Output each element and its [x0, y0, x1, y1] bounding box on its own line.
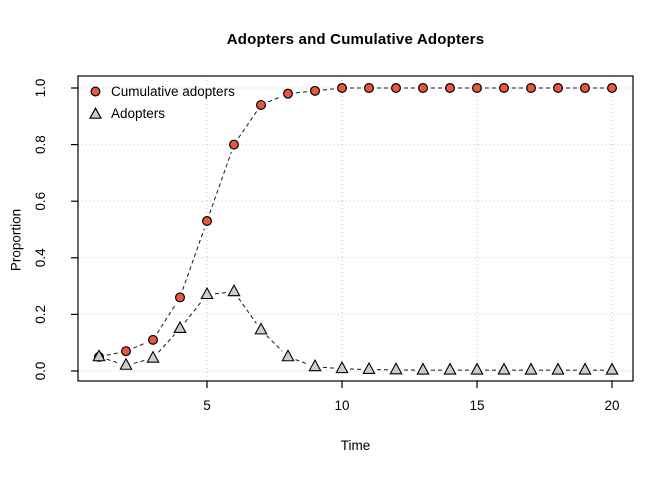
data-point-circle — [606, 82, 617, 93]
data-point-circle — [579, 82, 590, 93]
y-tick-label: 0.4 — [33, 248, 48, 267]
data-point-circle — [499, 82, 510, 93]
y-axis: 0.0 0.2 0.4 0.6 0.8 1.0 — [33, 79, 78, 381]
data-point-triangle — [443, 362, 457, 375]
data-point-circle — [337, 82, 348, 93]
x-tick-label: 20 — [604, 398, 619, 413]
data-point-circle — [418, 82, 429, 93]
data-point-triangle — [605, 362, 619, 375]
data-point-triangle — [227, 284, 241, 297]
data-point-triangle — [281, 349, 295, 362]
data-point-circle — [310, 85, 321, 96]
x-tick-label: 15 — [469, 398, 484, 413]
x-tick-label: 5 — [203, 398, 211, 413]
data-point-circle — [120, 346, 131, 357]
data-point-triangle — [254, 322, 268, 335]
data-point-circle — [391, 82, 402, 93]
y-axis-label: Proportion — [8, 208, 24, 272]
data-point-triangle — [470, 362, 484, 375]
data-point-triangle — [578, 362, 592, 375]
data-point-triangle — [389, 362, 403, 375]
data-point-triangle — [362, 361, 376, 375]
data-point-circle — [148, 334, 159, 345]
data-point-circle — [202, 216, 213, 227]
series-line-cumulative — [106, 87, 604, 356]
data-point-triangle — [416, 362, 430, 375]
y-tick-label: 0.6 — [33, 192, 48, 211]
data-point-triangle — [173, 320, 187, 334]
data-point-circle — [364, 82, 375, 93]
legend-label-cumulative: Cumulative adopters — [111, 83, 235, 99]
y-tick-label: 0.2 — [33, 305, 48, 324]
data-point-circle — [472, 82, 483, 93]
x-tick-label: 10 — [334, 398, 349, 413]
data-point-circle — [552, 82, 563, 93]
y-tick-label: 1.0 — [33, 79, 48, 98]
data-point-triangle — [146, 350, 160, 363]
data-point-triangle — [551, 362, 565, 375]
x-axis: 5 10 15 20 — [203, 381, 620, 413]
data-point-circle — [175, 292, 186, 303]
plot-box — [77, 75, 634, 382]
data-point-triangle — [497, 362, 511, 375]
data-point-triangle — [524, 362, 538, 375]
legend-item-adopters: Adopters — [89, 102, 235, 124]
data-point-triangle — [92, 349, 106, 362]
triangle-marker-icon — [89, 106, 102, 119]
y-tick-label: 0.0 — [33, 362, 48, 381]
data-point-triangle — [119, 357, 133, 370]
data-point-circle — [525, 82, 536, 93]
chart-title: Adopters and Cumulative Adopters — [226, 31, 485, 48]
data-point-triangle — [335, 360, 349, 374]
legend-item-cumulative: Cumulative adopters — [89, 80, 235, 102]
data-point-circle — [445, 82, 456, 93]
data-point-circle — [256, 99, 267, 110]
series-markers-adopters — [92, 284, 619, 375]
legend: Cumulative adopters Adopters — [89, 80, 235, 124]
series-markers-cumulative — [93, 82, 617, 362]
legend-label-adopters: Adopters — [111, 105, 166, 121]
series-line-adopters — [106, 292, 604, 371]
data-point-circle — [283, 88, 294, 99]
data-point-triangle — [200, 286, 214, 300]
y-tick-label: 0.8 — [33, 135, 48, 154]
x-axis-label: Time — [340, 438, 371, 453]
gridlines — [78, 76, 633, 381]
circle-marker-icon — [90, 85, 101, 97]
data-point-circle — [229, 139, 240, 150]
data-point-triangle — [308, 359, 322, 372]
